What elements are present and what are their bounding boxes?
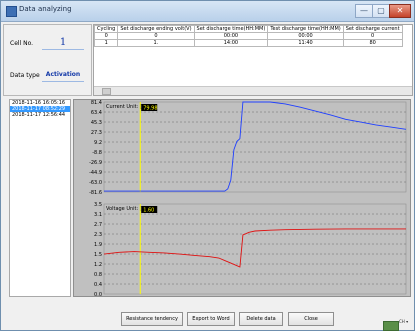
window-title: Data analyzing — [19, 5, 72, 13]
export-to-word-button[interactable]: Export to Word — [187, 312, 235, 326]
parameter-table: Cycling Set discharge ending volt(V) Set d… — [94, 25, 403, 47]
y-tick-label: 1.5 — [94, 252, 102, 258]
param-header: Cycling — [94, 25, 119, 33]
record-list[interactable]: 2018-11-16 16:05:16 2018-11-17 08:52:29 20… — [9, 99, 71, 297]
param-header: Set discharge current — [342, 25, 403, 33]
param-cell: 00:00 — [193, 32, 269, 40]
y-tick-label: -63.0 — [89, 180, 102, 186]
marker-value-box — [141, 104, 158, 111]
param-cell: 0 — [117, 32, 195, 40]
y-tick-label: 3.5 — [94, 202, 102, 208]
param-header: Test discharge time(HH:MM) — [267, 25, 344, 33]
y-tick-label: 9.2 — [94, 140, 102, 146]
y-tick-label: 45.3 — [91, 120, 102, 126]
y-tick-label: 81.4 — [91, 100, 102, 106]
y-tick-label: 3.1 — [94, 212, 102, 218]
param-cell: 1. — [117, 39, 195, 47]
marker-value: 79.98 — [143, 106, 157, 112]
param-cell: 11:40 — [267, 39, 344, 47]
param-cell: 14:00 — [193, 39, 269, 47]
y-tick-label: 0.4 — [94, 282, 102, 288]
status-tag: CH ▾ — [399, 319, 409, 324]
y-tick-label: -44.9 — [89, 170, 102, 176]
maximize-button[interactable]: ▢ — [372, 4, 390, 18]
minimize-button[interactable]: — — [355, 4, 373, 18]
app-icon — [6, 6, 17, 17]
y-tick-label: 0.0 — [94, 292, 102, 297]
resistance-tendency-button[interactable]: Resistance tendency — [121, 312, 183, 326]
param-cell: 1 — [94, 39, 119, 47]
y-tick-label: 2.3 — [94, 232, 102, 238]
record-item[interactable]: 2018-11-17 12:56:44 — [12, 112, 66, 118]
y-tick-label: 27.3 — [91, 130, 102, 136]
marker-value: 1.60 — [143, 208, 154, 214]
param-header: Set discharge time(HH:MM) — [193, 25, 269, 33]
param-row[interactable]: 0 0 00:00 00:00 0 — [94, 32, 403, 40]
cell-info-panel: Cell No. 1 Data type Activation — [3, 24, 92, 96]
y-tick-label: -8.8 — [92, 150, 102, 156]
y-tick-label: 63.4 — [91, 110, 102, 116]
param-row[interactable]: 1 1. 14:00 11:40 80 — [94, 39, 403, 47]
title-bar: Data analyzing — ▢ ✕ — [1, 1, 414, 22]
chart-title: Voltage Unit: [V] — [106, 206, 147, 212]
series-line — [103, 228, 406, 268]
record-item[interactable]: 2018-11-17 08:52:29 — [10, 106, 70, 112]
input-method-icon — [383, 321, 399, 331]
data-type-value: Activation — [42, 69, 84, 82]
series-line — [104, 101, 407, 192]
y-tick-label: 2.7 — [94, 222, 102, 228]
chart-area: 81.4 63.4 45.3 27.3 9.2 -8.8 -26.9 -44.9 -63.0 -8… — [73, 99, 411, 297]
data-type-label: Data type — [10, 72, 40, 79]
param-header: Set discharge ending volt(V) — [117, 25, 195, 33]
chart-title: Current Unit: [A] — [106, 104, 147, 110]
y-tick-label: -81.6 — [89, 190, 102, 196]
param-cell: 00:00 — [267, 32, 344, 40]
delete-data-button[interactable]: Delete data — [239, 312, 283, 326]
y-tick-label: 1.2 — [94, 262, 102, 268]
param-cell: 80 — [342, 39, 403, 47]
param-cell: 0 — [94, 32, 119, 40]
cell-number-value: 1 — [42, 37, 84, 50]
parameter-table-panel: Cycling Set discharge ending volt(V) Set d… — [93, 24, 413, 96]
close-button[interactable]: Close — [288, 312, 334, 326]
y-tick-label: -26.9 — [89, 160, 102, 166]
plot-area — [103, 203, 407, 295]
cell-number-label: Cell No. — [10, 40, 34, 47]
plot-area — [103, 101, 407, 193]
y-tick-label: 1.9 — [94, 242, 102, 248]
record-item[interactable]: 2018-11-16 16:05:16 — [12, 100, 66, 106]
y-tick-label: 0.8 — [94, 272, 102, 278]
close-window-button[interactable]: ✕ — [389, 4, 411, 18]
marker-value-box — [141, 206, 158, 213]
scroll-thumb[interactable] — [102, 88, 111, 95]
horizontal-scrollbar[interactable] — [94, 86, 412, 95]
param-cell: 0 — [342, 32, 403, 40]
